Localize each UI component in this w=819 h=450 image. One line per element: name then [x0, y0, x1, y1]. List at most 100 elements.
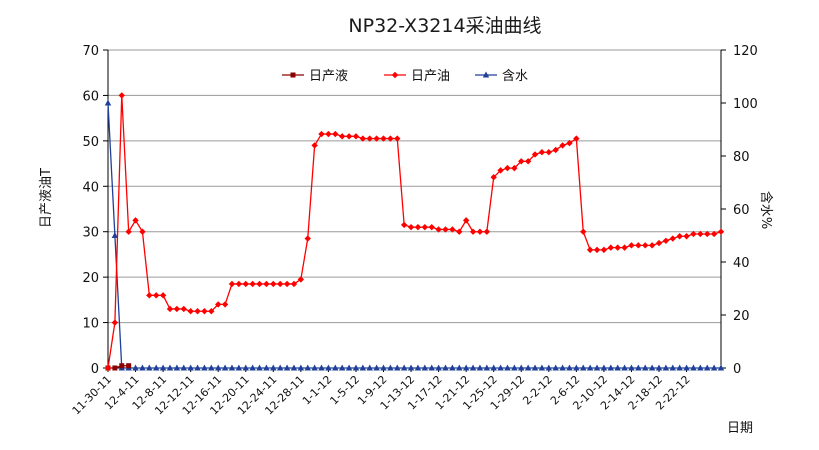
data-point — [112, 365, 118, 371]
chart-title: NP32-X3214采油曲线 — [348, 15, 541, 37]
legend-item-1: 日产油 — [384, 69, 450, 84]
data-point — [511, 364, 518, 371]
data-point — [710, 364, 718, 371]
data-point — [566, 364, 573, 371]
right-y-axis-label: 含水% — [758, 191, 774, 229]
data-point — [690, 364, 697, 371]
data-point — [504, 364, 511, 371]
data-point — [421, 223, 429, 231]
data-point — [201, 308, 208, 315]
data-point — [545, 364, 553, 371]
data-point — [345, 364, 353, 371]
series-oil — [104, 92, 725, 372]
data-point — [642, 364, 649, 371]
data-point — [311, 364, 318, 371]
data-point — [318, 130, 325, 138]
data-point — [366, 135, 373, 142]
data-point — [235, 364, 243, 371]
data-point — [139, 228, 146, 235]
data-point — [359, 364, 367, 371]
data-point — [297, 364, 305, 371]
data-point — [669, 364, 676, 371]
data-point — [449, 364, 456, 371]
data-point — [276, 364, 284, 371]
data-point — [586, 246, 594, 254]
data-point — [283, 280, 291, 288]
legend-item-2: 含水 — [475, 68, 528, 84]
data-point — [407, 364, 415, 371]
data-point — [332, 130, 339, 138]
data-point — [607, 364, 614, 371]
data-point — [407, 223, 415, 231]
data-point — [490, 174, 497, 181]
left-y-tick-label: 10 — [82, 317, 99, 332]
right-y-tick-label: 60 — [733, 203, 750, 218]
left-y-axis-label: 日产液油T — [39, 168, 54, 228]
data-point — [276, 280, 284, 288]
axes — [107, 50, 722, 369]
data-point — [469, 364, 477, 371]
data-point — [352, 364, 360, 371]
data-point — [366, 364, 373, 371]
data-point — [111, 232, 119, 238]
left-y-tick-label: 0 — [91, 362, 99, 377]
data-point — [559, 364, 566, 371]
data-point — [249, 364, 256, 371]
gridlines — [108, 49, 721, 324]
data-point — [662, 237, 670, 244]
data-point — [717, 364, 725, 371]
right-y-tick-label: 120 — [733, 44, 758, 59]
data-point — [635, 242, 642, 249]
data-point — [704, 364, 711, 371]
data-point — [497, 167, 504, 174]
right-y-tick-label: 80 — [733, 150, 750, 165]
data-point — [221, 364, 229, 371]
data-point — [462, 364, 470, 371]
data-point — [538, 149, 546, 156]
data-point — [297, 276, 305, 283]
data-point — [159, 364, 167, 371]
data-point — [187, 364, 194, 371]
data-point — [593, 246, 601, 254]
data-point — [215, 364, 222, 371]
legend-item-0: 日产液 — [282, 69, 348, 84]
data-point — [166, 305, 174, 313]
data-point — [394, 135, 401, 142]
left-y-tick-label: 20 — [82, 271, 99, 286]
data-point — [456, 228, 463, 235]
left-y-ticks: 0 10 20 30 40 50 60 70 — [82, 44, 108, 377]
data-point — [194, 364, 201, 371]
data-point — [538, 364, 546, 371]
data-point — [139, 364, 146, 371]
legend: 日产液 日产油 含水 — [282, 68, 528, 84]
right-y-tick-label: 0 — [733, 362, 741, 377]
data-point — [552, 146, 559, 154]
data-point — [600, 364, 608, 371]
left-y-tick-label: 40 — [82, 180, 99, 195]
data-point — [125, 228, 132, 235]
data-point — [146, 364, 153, 371]
data-point — [676, 364, 683, 371]
data-point — [380, 135, 387, 142]
data-point — [462, 217, 470, 224]
data-point — [338, 364, 346, 371]
data-point — [504, 164, 511, 172]
x-tick-label: 11-30-11 — [70, 373, 115, 418]
data-point — [573, 135, 580, 142]
data-point — [428, 223, 435, 231]
data-point — [228, 280, 236, 288]
data-point — [573, 364, 580, 371]
data-point — [387, 364, 394, 371]
data-point — [332, 364, 339, 371]
data-point — [676, 233, 683, 240]
data-point — [345, 133, 353, 140]
legend-label: 日产油 — [411, 69, 450, 84]
data-point — [338, 133, 346, 140]
data-point — [180, 305, 187, 313]
data-point — [173, 364, 181, 371]
data-point — [710, 230, 718, 238]
data-point — [697, 230, 704, 238]
data-point — [435, 226, 442, 233]
